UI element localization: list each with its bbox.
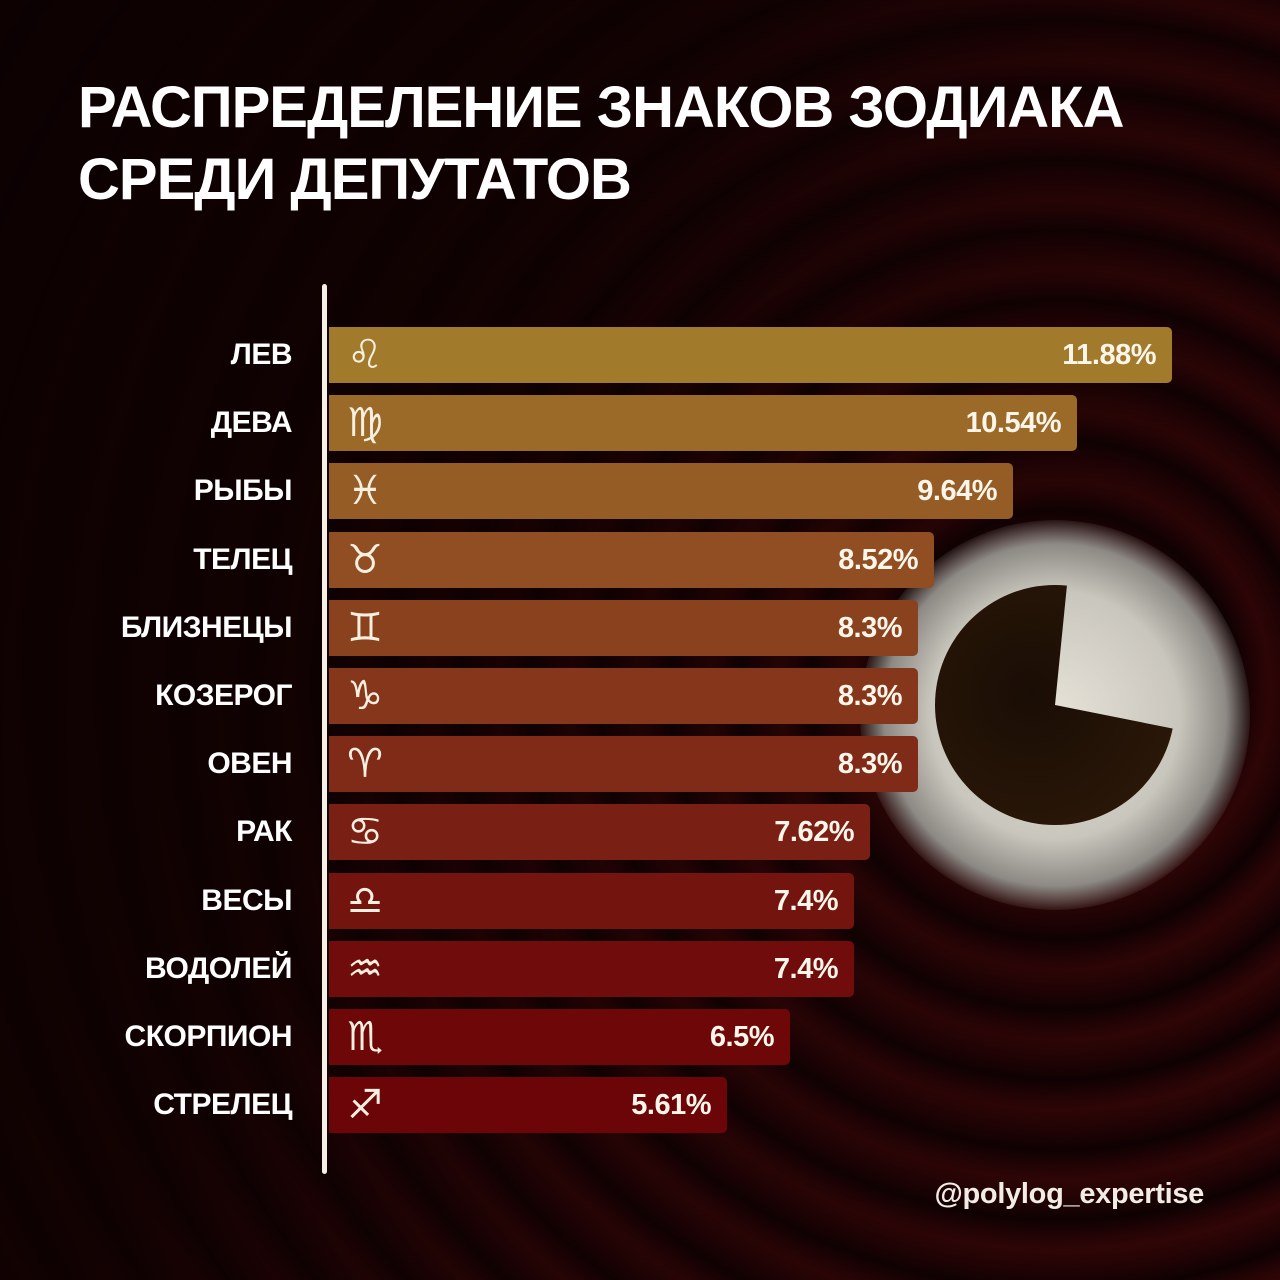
bar-value-label: 7.62% [774, 816, 854, 849]
sagittarius-icon: ♐ [347, 1082, 383, 1129]
taurus-icon: ♉ [347, 536, 383, 583]
bar: ♈ 8.3% [329, 736, 918, 793]
bar-row: ВОДОЛЕЙ ♒ 7.4% [0, 940, 1280, 997]
bar: ♐ 5.61% [329, 1077, 727, 1134]
y-axis-line [322, 284, 327, 1174]
bar-value-label: 11.88% [1062, 339, 1156, 371]
category-label: ОВЕН [207, 747, 292, 781]
category-label: БЛИЗНЕЦЫ [120, 610, 293, 644]
capricorn-icon: ♑ [347, 673, 383, 719]
bar-row: ВЕСЫ ♎ 7.4% [0, 872, 1280, 929]
bar: ♎ 7.4% [329, 872, 854, 929]
title-line-2: СРЕДИ ДЕПУТАТОВ [78, 147, 632, 212]
scorpio-icon: ♏ [347, 1014, 383, 1060]
title-line-1: РАСПРЕДЕЛЕНИЕ ЗНАКОВ ЗОДИАКА [78, 75, 1124, 140]
category-label: РЫБЫ [193, 474, 293, 508]
bar: ♉ 8.52% [329, 531, 934, 588]
category-label: КОЗЕРОГ [155, 679, 292, 712]
bar-row: ОВЕН ♈ 8.3% [0, 736, 1280, 793]
bar-row: СТРЕЛЕЦ ♐ 5.61% [0, 1077, 1280, 1134]
category-label: ВОДОЛЕЙ [145, 951, 292, 985]
bar-row: БЛИЗНЕЦЫ ♊ 8.3% [0, 599, 1280, 656]
bar: ♊ 8.3% [329, 599, 918, 656]
bar: ♑ 8.3% [329, 668, 918, 724]
bar-value-label: 8.3% [837, 611, 903, 644]
bar-value-label: 9.64% [917, 475, 997, 508]
gemini-icon: ♊ [347, 604, 383, 651]
bar: ♓ 9.64% [329, 463, 1013, 520]
chart-title: РАСПРЕДЕЛЕНИЕ ЗНАКОВ ЗОДИАКА СРЕДИ ДЕПУТ… [78, 72, 1124, 216]
category-label: СТРЕЛЕЦ [153, 1088, 292, 1122]
category-label: ЛЕВ [230, 338, 293, 371]
credit-handle: @polylog_expertise [934, 1178, 1205, 1210]
pisces-icon: ♓ [347, 468, 383, 515]
bar: ♋ 7.62% [329, 804, 870, 861]
cancer-icon: ♋ [347, 809, 383, 856]
category-label: ДЕВА [210, 406, 293, 440]
category-label: СКОРПИОН [124, 1020, 293, 1053]
leo-icon: ♌ [347, 332, 383, 378]
virgo-icon: ♍ [347, 400, 383, 447]
bar-value-label: 5.61% [631, 1089, 711, 1122]
category-label: РАК [236, 815, 292, 849]
bar-value-label: 7.4% [773, 952, 839, 985]
category-label: ВЕСЫ [201, 883, 292, 917]
bar-value-label: 8.52% [838, 543, 918, 576]
libra-icon: ♎ [347, 877, 383, 924]
bar-row: РАК ♋ 7.62% [0, 804, 1280, 861]
bar-row: ДЕВА ♍ 10.54% [0, 395, 1280, 452]
bar-row: КОЗЕРОГ ♑ 8.3% [0, 668, 1280, 724]
bar: ♏ 6.5% [329, 1009, 790, 1065]
bar-value-label: 7.4% [773, 884, 839, 917]
bar-value-label: 6.5% [709, 1021, 775, 1053]
bar-row: ЛЕВ ♌ 11.88% [0, 327, 1280, 383]
bar-row: РЫБЫ ♓ 9.64% [0, 463, 1280, 520]
bar-value-label: 8.3% [837, 680, 903, 712]
bar-value-label: 10.54% [965, 407, 1062, 440]
bar: ♍ 10.54% [329, 395, 1077, 452]
aries-icon: ♈ [347, 741, 383, 788]
bar: ♌ 11.88% [329, 327, 1172, 383]
category-label: ТЕЛЕЦ [193, 542, 292, 576]
bar-row: ТЕЛЕЦ ♉ 8.52% [0, 531, 1280, 588]
bar-row: СКОРПИОН ♏ 6.5% [0, 1009, 1280, 1065]
bar-value-label: 8.3% [837, 748, 903, 781]
aquarius-icon: ♒ [347, 945, 383, 992]
bar: ♒ 7.4% [329, 940, 854, 997]
